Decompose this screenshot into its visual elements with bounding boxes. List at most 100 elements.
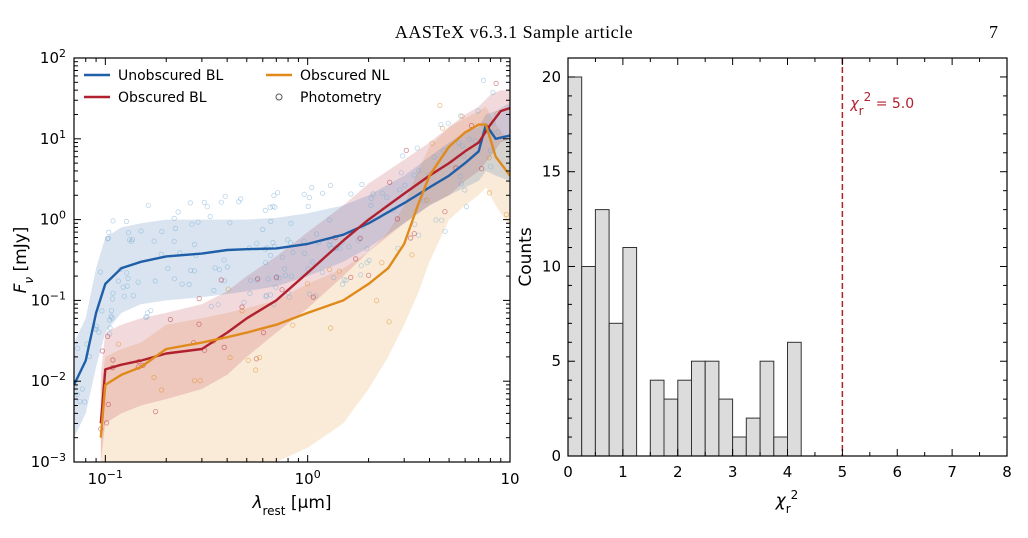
histogram-x-tick-label: 0 [563, 463, 573, 481]
photometry-point [135, 279, 141, 285]
photometry-point [212, 265, 218, 271]
sed-panel: 10−1 100 10 10−3 10−2 10−1 100 101 102 Unobscure… [11, 47, 520, 519]
photometry-point [197, 378, 203, 384]
legend-entry: Photometry [275, 90, 382, 106]
photometry-point [415, 168, 422, 174]
photometry-point [167, 316, 173, 323]
photometry-point [274, 190, 281, 196]
histogram-x-tick-label: 8 [1002, 463, 1012, 481]
histogram-axis-ticks: 0 1 2 3 4 5 6 7 8 0 5 10 15 20 [542, 58, 1012, 481]
photometry-point [319, 269, 325, 275]
histogram-x-tick-label: 6 [892, 463, 902, 481]
photometry-point [191, 241, 198, 248]
photometry-point [77, 398, 83, 405]
photometry-point [457, 173, 463, 179]
histogram-bar [732, 436, 747, 456]
photometry-point [306, 194, 312, 201]
photometry-point [247, 277, 254, 283]
photometry-point [211, 287, 217, 293]
photometry-point [279, 287, 285, 293]
photometry-point [379, 190, 385, 196]
photometry-point [79, 386, 86, 392]
photometry-point [196, 321, 202, 327]
photometry-point [407, 235, 414, 241]
photometry-point [204, 204, 210, 210]
photometry-point [159, 229, 165, 235]
histogram-x-tick-label: 3 [728, 463, 738, 481]
photometry-point [310, 294, 316, 300]
photometry-point [370, 191, 376, 197]
photometry-point [272, 204, 278, 210]
photometry-point [99, 348, 106, 354]
photometry-point [218, 277, 224, 283]
photometry-point [165, 265, 171, 271]
photometry-point [339, 281, 345, 287]
photometry-point [271, 193, 277, 199]
photometry-point [273, 275, 279, 281]
photometry-point [503, 211, 509, 218]
photometry-point [245, 357, 251, 363]
photometry-point [175, 209, 181, 215]
photometry-point [110, 357, 116, 363]
photometry-point [105, 401, 111, 407]
photometry-point [186, 281, 192, 287]
histogram-bar [745, 417, 761, 456]
histogram-bar [773, 436, 788, 456]
photometry-point [260, 329, 267, 336]
photometry-point [239, 304, 245, 310]
photometry-point [288, 220, 294, 226]
unobscured-bl-band [74, 102, 510, 438]
histogram-y-tick-label: 15 [542, 163, 561, 181]
sed-y-tick-label: 100 [40, 208, 66, 229]
photometry-point [130, 292, 136, 299]
photometry-point [373, 297, 380, 304]
unobscured-bl-line [74, 123, 510, 386]
photometry-point [348, 191, 354, 197]
photometry-point [255, 276, 261, 282]
photometry-point [262, 207, 268, 213]
photometry-point [227, 354, 233, 361]
photometry-point [327, 217, 333, 223]
photometry-point [433, 217, 439, 223]
photometry-point [357, 272, 364, 278]
sed-confidence-bands [74, 90, 510, 462]
photometry-point [357, 235, 363, 241]
photometry-point [221, 278, 227, 284]
photometry-point [75, 345, 81, 351]
photometry-point [488, 164, 494, 170]
histogram-x-axis-label: χr2 [775, 488, 799, 516]
photometry-point [187, 200, 193, 206]
photometry-point [188, 267, 194, 273]
photometry-point [108, 307, 115, 314]
photometry-point [327, 239, 333, 245]
histogram-bar [608, 322, 624, 456]
legend-entry: Obscured BL [84, 90, 207, 106]
photometry-point [208, 303, 214, 309]
photometry-point [115, 278, 122, 284]
photometry-point [364, 246, 370, 252]
photometry-point [172, 225, 179, 232]
histogram-y-tick-label: 20 [542, 68, 561, 86]
photometry-point [424, 197, 430, 203]
legend-label: Obscured BL [118, 90, 207, 106]
photometry-point [466, 136, 472, 142]
photometry-point [125, 275, 131, 282]
photometry-point [110, 218, 116, 224]
histogram-y-tick-label: 0 [551, 447, 561, 465]
photometry-point [439, 125, 446, 131]
photometry-point [402, 182, 408, 188]
photometry-point [201, 199, 207, 205]
photometry-point [196, 295, 202, 302]
photometry-point [191, 268, 197, 274]
photometry-point [279, 254, 285, 260]
photometry-point [281, 266, 288, 272]
photometry-point [262, 259, 269, 266]
photometry-point [486, 190, 493, 196]
histogram-bar [759, 360, 775, 456]
photometry-point [493, 80, 499, 87]
photometry-point [341, 276, 347, 283]
photometry-point [239, 307, 245, 314]
photometry-point [365, 272, 372, 278]
photometry-point [159, 387, 165, 393]
